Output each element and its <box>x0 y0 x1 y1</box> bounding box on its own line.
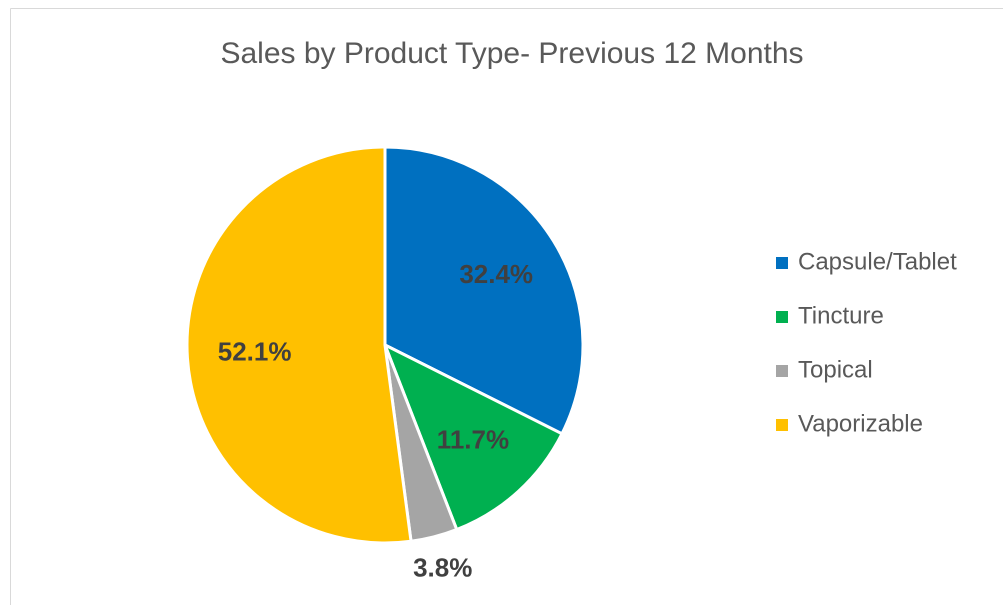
chart-title: Sales by Product Type- Previous 12 Month… <box>220 37 803 70</box>
pie-slice <box>383 145 585 436</box>
data-label: 32.4% <box>459 259 533 289</box>
pie-slice <box>185 145 413 545</box>
legend-swatch <box>776 257 788 269</box>
legend-swatch <box>776 365 788 377</box>
data-label: 3.8% <box>413 553 472 583</box>
legend-text: Capsule/Tablet <box>798 248 957 275</box>
legend-text: Tincture <box>798 302 884 329</box>
pie-slice <box>382 341 564 532</box>
legend-swatch <box>776 311 788 323</box>
legend-text: Topical <box>798 356 873 383</box>
data-label: 11.7% <box>437 425 509 455</box>
legend-text: Vaporizable <box>798 410 923 437</box>
legend-swatch <box>776 419 788 431</box>
data-label: 52.1% <box>218 336 292 366</box>
